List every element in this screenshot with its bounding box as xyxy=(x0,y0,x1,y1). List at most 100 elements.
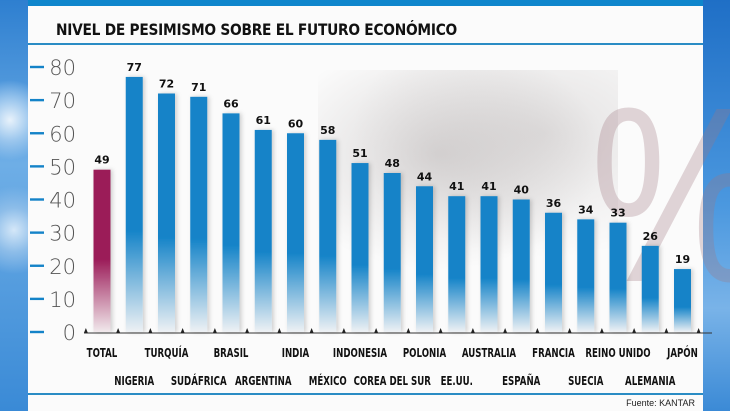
y-tick-mark xyxy=(30,98,44,102)
x-tick-label: ALEMANIA xyxy=(625,375,676,389)
data-label: 66 xyxy=(223,97,239,110)
bar xyxy=(319,139,337,332)
bar xyxy=(480,196,498,332)
x-tick-label: SUECIA xyxy=(568,375,604,389)
y-tick-label: 60 xyxy=(49,122,76,146)
y-tick-mark xyxy=(30,132,44,135)
sky-background-right xyxy=(703,0,730,411)
x-tick-mark xyxy=(535,328,540,333)
data-label: 51 xyxy=(352,147,367,160)
data-label: 34 xyxy=(578,203,594,216)
data-label: 26 xyxy=(643,230,659,243)
x-tick-mark xyxy=(309,328,314,333)
y-tick-label: 20 xyxy=(49,255,76,279)
bar xyxy=(512,199,530,332)
x-tick-mark xyxy=(406,328,411,333)
x-tick-mark xyxy=(83,328,88,333)
bar xyxy=(190,96,208,332)
y-tick-mark xyxy=(30,297,44,301)
bar xyxy=(254,129,272,332)
bar xyxy=(416,186,433,332)
x-tick-label: TURQUÍA xyxy=(145,346,190,361)
x-tick-mark xyxy=(599,328,604,333)
bars: 49 77 72 71 66 61 60 58 51 48 44 41 41 40 36 34 33 26 19 xyxy=(93,61,691,332)
y-tick-label: 70 xyxy=(49,89,76,113)
x-tick-label: COREA DEL SUR xyxy=(354,375,431,389)
chart-title: NIVEL DE PESIMISMO SOBRE EL FUTURO ECONÓ… xyxy=(56,20,458,39)
x-tick-label: POLONIA xyxy=(403,347,447,361)
bar xyxy=(287,133,304,332)
x-tick-mark xyxy=(245,328,250,333)
x-tick-label: INDONESIA xyxy=(333,347,388,361)
y-tick-mark xyxy=(30,165,44,168)
data-label: 58 xyxy=(320,124,335,137)
y-tick-mark xyxy=(30,65,44,69)
bar xyxy=(448,196,466,332)
x-tick-mark xyxy=(696,328,701,333)
x-tick-label: EE.UU. xyxy=(441,375,473,389)
x-tick-mark xyxy=(632,328,637,333)
bottom-divider xyxy=(28,393,703,395)
x-tick-mark xyxy=(341,328,346,333)
x-tick-mark xyxy=(438,328,443,333)
data-label: 71 xyxy=(191,81,206,94)
bar-total xyxy=(93,169,111,332)
data-label: 41 xyxy=(481,180,496,193)
y-tick-label: 80 xyxy=(49,56,76,80)
x-tick-label: SUDÁFRICA xyxy=(171,374,228,389)
data-label: 60 xyxy=(288,117,304,130)
x-tick-label: JAPÓN xyxy=(666,346,698,361)
x-axis: TOTAL NIGERIA TURQUÍA SUDÁFRICA BRASIL ARGENT… xyxy=(83,328,712,389)
bar xyxy=(545,212,562,332)
data-label: 44 xyxy=(417,170,433,183)
x-tick-mark xyxy=(212,328,217,333)
x-tick-label: ARGENTINA xyxy=(235,375,292,389)
bar xyxy=(641,245,659,332)
x-tick-mark xyxy=(664,328,669,333)
x-tick-label: NIGERIA xyxy=(114,375,155,389)
x-tick-mark xyxy=(148,328,153,333)
x-tick-label: AUSTRALIA xyxy=(462,347,517,361)
data-label: 36 xyxy=(546,197,562,210)
x-tick-label: REINO UNIDO xyxy=(585,347,650,361)
y-tick-label: 30 xyxy=(49,222,76,246)
bar xyxy=(577,219,595,332)
x-tick-label: INDIA xyxy=(282,347,310,361)
source-note: Fuente: KANTAR xyxy=(626,398,695,408)
sky-background-left xyxy=(0,0,28,411)
y-tick-mark xyxy=(30,330,44,334)
y-tick-mark xyxy=(30,231,44,234)
x-tick-label: FRANCIA xyxy=(532,347,575,361)
bar xyxy=(383,173,401,332)
x-tick-mark xyxy=(567,328,572,333)
header-band xyxy=(28,0,703,6)
data-label: 61 xyxy=(256,114,271,127)
y-tick-mark xyxy=(30,264,44,267)
bar xyxy=(125,76,143,332)
x-tick-label: ESPAÑA xyxy=(502,374,541,389)
x-tick-mark xyxy=(470,328,475,333)
x-tick-mark xyxy=(277,328,282,333)
data-label: 72 xyxy=(159,78,174,91)
bar xyxy=(674,269,691,332)
data-label: 48 xyxy=(385,157,400,170)
x-tick-label: BRASIL xyxy=(214,347,249,361)
y-tick-label: 40 xyxy=(49,189,76,213)
data-label: 33 xyxy=(610,207,625,220)
bar xyxy=(609,222,627,332)
y-tick-label: 50 xyxy=(49,155,76,179)
title-divider xyxy=(28,43,703,45)
data-label: 41 xyxy=(449,180,464,193)
x-tick-label: TOTAL xyxy=(87,347,118,361)
data-label: 77 xyxy=(127,61,142,74)
x-tick-mark xyxy=(374,328,379,333)
y-tick-label: 0 xyxy=(63,321,76,345)
x-tick-mark xyxy=(116,328,121,333)
bar xyxy=(222,113,240,332)
y-tick-label: 10 xyxy=(49,288,76,312)
data-label: 49 xyxy=(94,154,109,167)
data-label: 40 xyxy=(514,184,530,197)
bar xyxy=(158,93,175,332)
bar xyxy=(351,163,369,332)
